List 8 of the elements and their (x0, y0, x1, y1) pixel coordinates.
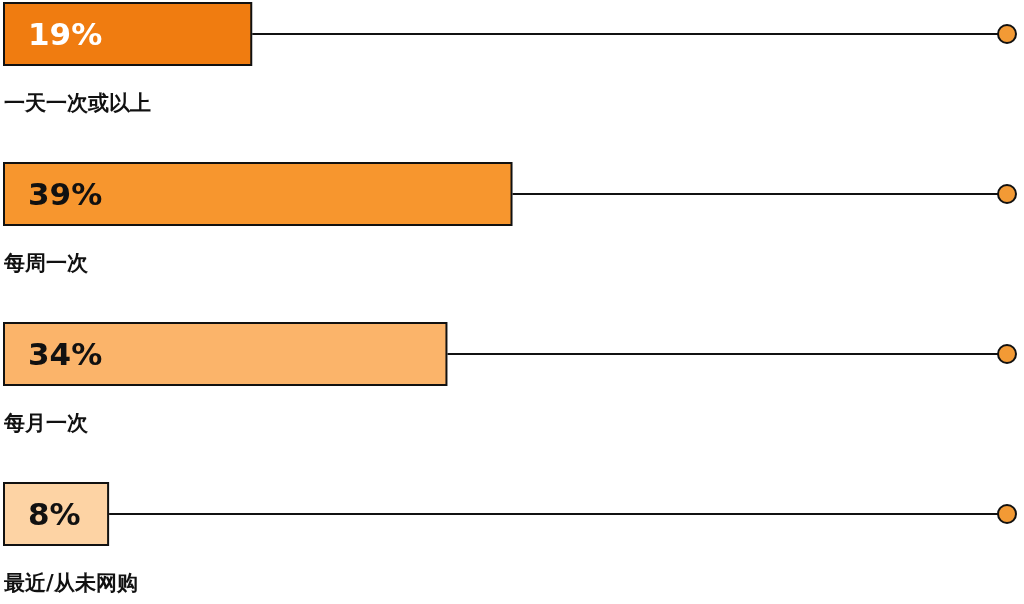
y-tick-label: 最近/从未网购 (3, 571, 138, 595)
data-label: 19% (28, 16, 103, 52)
data-label: 8% (28, 496, 81, 532)
y-tick-label: 每月一次 (3, 411, 89, 435)
data-label: 34% (28, 336, 103, 372)
y-tick-label: 每周一次 (3, 251, 89, 275)
data-label: 39% (28, 176, 103, 212)
y-tick-label: 一天一次或以上 (4, 91, 151, 115)
